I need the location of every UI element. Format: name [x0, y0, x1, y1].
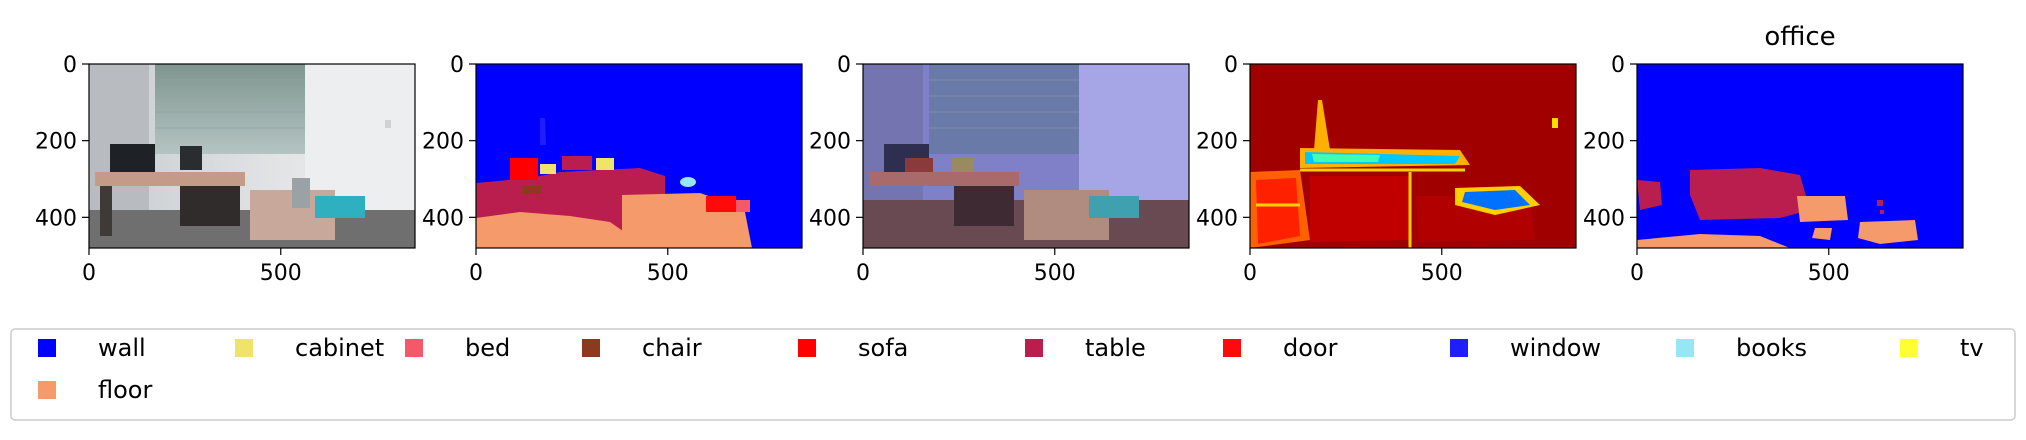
y-tick-label: 400 [1196, 206, 1238, 231]
y-tick-label: 400 [809, 206, 851, 231]
x-tick-label: 500 [260, 261, 302, 286]
y-tick-label: 0 [63, 53, 77, 78]
panel-scene-image [1637, 64, 1963, 248]
y-tick-label: 200 [1583, 130, 1625, 155]
legend-swatch-cabinet [235, 339, 253, 357]
legend-label-sofa: sofa [858, 334, 908, 362]
x-tick-label: 0 [469, 261, 483, 286]
y-tick-label: 0 [837, 53, 851, 78]
panel-rgb-image [89, 64, 415, 248]
legend-frame [10, 328, 2016, 421]
y-tick-label: 0 [450, 53, 464, 78]
legend-label-floor: floor [98, 376, 152, 404]
y-tick-label: 400 [1583, 206, 1625, 231]
legend-swatch-floor [38, 381, 56, 399]
y-tick-label: 0 [1224, 53, 1238, 78]
legend-label-door: door [1283, 334, 1338, 362]
panel-title-scene: office [1764, 22, 1835, 52]
y-tick-label: 400 [422, 206, 464, 231]
x-tick-label: 0 [856, 261, 870, 286]
panel-confidence-heatmap [1250, 64, 1576, 248]
legend-swatch-door [1223, 339, 1241, 357]
y-tick-label: 0 [1611, 53, 1625, 78]
legend-label-bed: bed [465, 334, 510, 362]
legend-label-window: window [1510, 334, 1601, 362]
legend-label-books: books [1736, 334, 1807, 362]
x-tick-label: 500 [1808, 261, 1850, 286]
legend-swatch-wall [38, 339, 56, 357]
x-tick-label: 500 [647, 261, 689, 286]
panel-segmentation-image [476, 64, 802, 248]
x-tick-label: 500 [1421, 261, 1463, 286]
legend-swatch-tv [1900, 339, 1918, 357]
panel-overlay-image [863, 64, 1189, 248]
x-tick-label: 0 [82, 261, 96, 286]
legend-swatch-table [1025, 339, 1043, 357]
legend-label-cabinet: cabinet [295, 334, 384, 362]
panel-frames [88, 63, 1964, 249]
legend-swatch-bed [405, 339, 423, 357]
y-tick-label: 200 [422, 130, 464, 155]
axis-ticks: 0 500 0 200 400 0 500 0 200 400 0 500 0 200 400 0 500 0 20… [35, 53, 1850, 286]
legend-swatch-window [1450, 339, 1468, 357]
legend-swatch-books [1676, 339, 1694, 357]
x-tick-label: 500 [1034, 261, 1076, 286]
y-tick-label: 400 [35, 206, 77, 231]
legend-label-chair: chair [642, 334, 702, 362]
legend: wall cabinet bed chair sofa table door window bo… [38, 334, 1984, 404]
legend-label-table: table [1085, 334, 1146, 362]
legend-label-wall: wall [98, 334, 146, 362]
legend-label-tv: tv [1960, 334, 1984, 362]
legend-swatch-sofa [798, 339, 816, 357]
x-tick-label: 0 [1630, 261, 1644, 286]
y-tick-label: 200 [1196, 130, 1238, 155]
y-tick-label: 200 [809, 130, 851, 155]
legend-swatch-chair [582, 339, 600, 357]
y-tick-label: 200 [35, 130, 77, 155]
x-tick-label: 0 [1243, 261, 1257, 286]
